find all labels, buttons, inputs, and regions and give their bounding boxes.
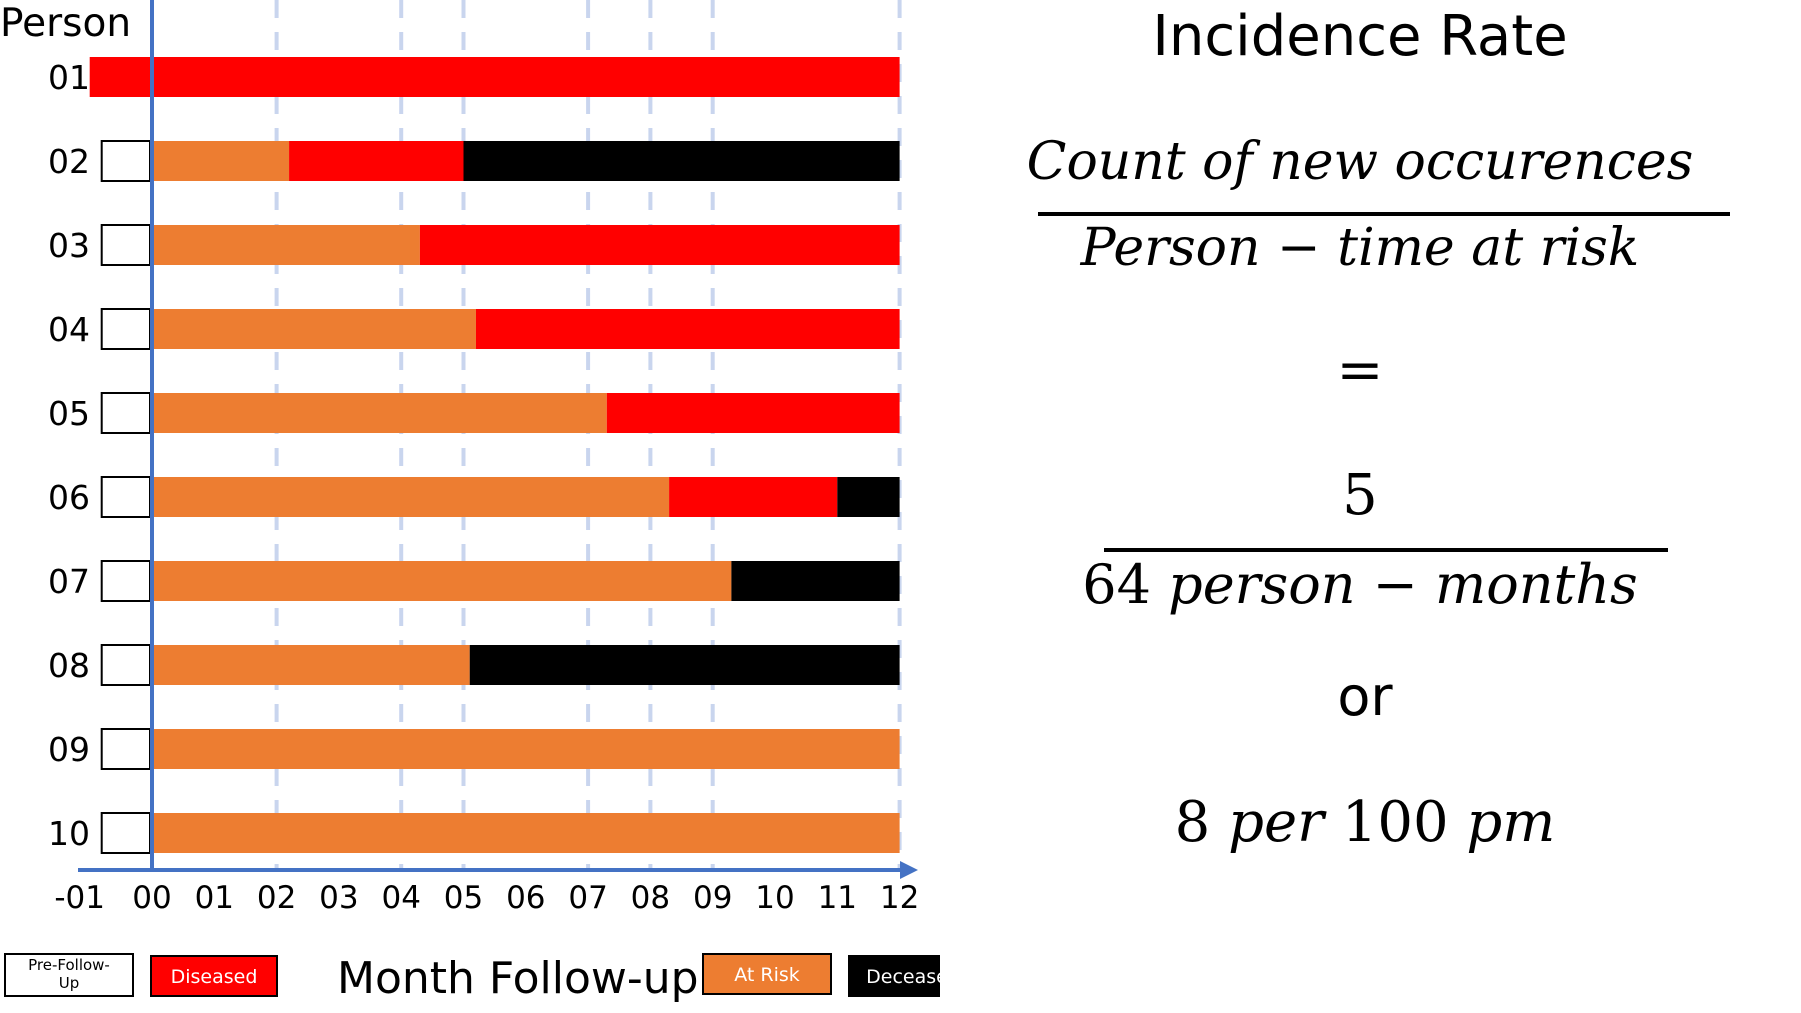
bar-segment-person-07-deceased xyxy=(731,561,900,601)
bar-segment-person-04-diseased xyxy=(475,309,900,349)
bar-segment-person-02-pre-follow-up xyxy=(100,140,151,182)
value-denominator: 64 person − months xyxy=(1015,553,1705,616)
axes xyxy=(78,0,918,879)
bar-segment-person-10-pre-follow-up xyxy=(100,812,151,854)
legend-label-diseased: Diseased xyxy=(171,966,258,988)
x-tick-11: 11 xyxy=(818,880,857,916)
bar-segment-person-06-deceased xyxy=(837,477,900,517)
person-label-03: 03 xyxy=(48,226,90,265)
x-tick-10: 10 xyxy=(755,880,794,916)
legend-label-deceased: Deceased xyxy=(866,966,940,988)
bar-segment-person-03-diseased xyxy=(419,225,900,265)
person-label-07: 07 xyxy=(48,562,90,601)
formula-title: Incidence Rate xyxy=(1152,4,1568,69)
x-tick-02: 02 xyxy=(257,880,296,916)
bar-segment-person-04-pre-follow-up xyxy=(100,308,151,350)
x-tick--01: -01 xyxy=(54,880,105,916)
x-tick-01: 01 xyxy=(195,880,234,916)
person-bars xyxy=(89,57,900,854)
bar-segment-person-06-diseased xyxy=(669,477,838,517)
x-tick-08: 08 xyxy=(631,880,670,916)
legend-swatch-deceased xyxy=(848,955,940,997)
value-numerator: 5 xyxy=(1342,463,1378,528)
value-denominator-number: 64 xyxy=(1082,553,1151,616)
bar-segment-person-02-at-risk xyxy=(152,141,290,181)
person-label-05: 05 xyxy=(48,394,90,433)
bar-segment-person-01-diseased xyxy=(89,57,900,97)
person-label-01: 01 xyxy=(48,58,90,97)
result-unit: pm xyxy=(1466,790,1556,855)
person-label-10: 10 xyxy=(48,814,90,853)
bar-segment-person-09-pre-follow-up xyxy=(100,728,151,770)
formula-numerator: Count of new occurences xyxy=(1026,132,1694,192)
result-number2: 100 xyxy=(1341,790,1449,855)
bar-segment-person-07-pre-follow-up xyxy=(100,560,151,602)
bar-segment-person-02-diseased xyxy=(289,141,464,181)
result-rate: 8 per 100 pm xyxy=(1015,790,1715,855)
x-tick-07: 07 xyxy=(568,880,607,916)
x-tick-05: 05 xyxy=(444,880,483,916)
legend-swatch-diseased xyxy=(150,955,278,997)
bar-segment-person-05-diseased xyxy=(606,393,900,433)
x-tick-09: 09 xyxy=(693,880,732,916)
bar-segment-person-03-at-risk xyxy=(152,225,420,265)
equals-sign: = xyxy=(1336,338,1384,403)
x-tick-03: 03 xyxy=(319,880,358,916)
x-tick-12: 12 xyxy=(880,880,919,916)
bar-segment-person-05-at-risk xyxy=(152,393,607,433)
bar-segment-person-09-at-risk xyxy=(152,729,900,769)
x-tick-06: 06 xyxy=(506,880,545,916)
legend-label-pre-follow-up: Up xyxy=(59,974,80,992)
x-axis-title: Month Follow-up xyxy=(337,953,699,1004)
person-label-02: 02 xyxy=(48,142,90,181)
bar-segment-person-06-at-risk xyxy=(152,477,670,517)
person-label-09: 09 xyxy=(48,730,90,769)
x-tick-labels: -01 00 01 02 03 04 05 06 07 08 09 10 11 12 xyxy=(54,880,919,916)
person-label-04: 04 xyxy=(48,310,90,349)
result-per: per xyxy=(1228,790,1324,855)
bar-segment-person-08-pre-follow-up xyxy=(100,644,151,686)
incidence-rate-formula: Incidence Rate Count of new occurences P… xyxy=(1015,0,1795,1013)
result-number: 8 xyxy=(1174,790,1211,855)
person-label-08: 08 xyxy=(48,646,90,685)
person-labels: 01 02 03 04 05 06 07 08 09 10 xyxy=(48,58,90,853)
bar-segment-person-06-pre-follow-up xyxy=(100,476,151,518)
bar-segment-person-07-at-risk xyxy=(152,561,732,601)
or-text: or xyxy=(1337,665,1393,728)
bar-segment-person-08-deceased xyxy=(469,645,900,685)
value-denominator-unit: person − months xyxy=(1168,553,1638,616)
legend-label-pre-follow-up: Pre-Follow- xyxy=(28,956,110,974)
value-fraction-bar xyxy=(1104,548,1668,552)
x-tick-04: 04 xyxy=(381,880,420,916)
bar-segment-person-04-at-risk xyxy=(152,309,476,349)
legend-swatch-at-risk xyxy=(702,953,832,995)
bar-segment-person-02-deceased xyxy=(463,141,900,181)
legend: Pre-Follow-Up Diseased At Risk Deceased xyxy=(4,953,940,997)
bar-segment-person-08-at-risk xyxy=(152,645,470,685)
x-tick-00: 00 xyxy=(132,880,171,916)
bar-segment-person-05-pre-follow-up xyxy=(100,392,151,434)
bar-segment-person-10-at-risk xyxy=(152,813,900,853)
fraction-bar xyxy=(1038,212,1730,216)
x-axis-arrowhead xyxy=(900,861,918,879)
legend-swatch-pre-follow-up xyxy=(4,953,134,997)
formula-denominator: Person − time at risk xyxy=(1080,218,1640,278)
legend-label-at-risk: At Risk xyxy=(734,964,800,986)
bar-segment-person-03-pre-follow-up xyxy=(100,224,151,266)
person-label-06: 06 xyxy=(48,478,90,517)
y-axis-title: Person xyxy=(0,1,131,46)
